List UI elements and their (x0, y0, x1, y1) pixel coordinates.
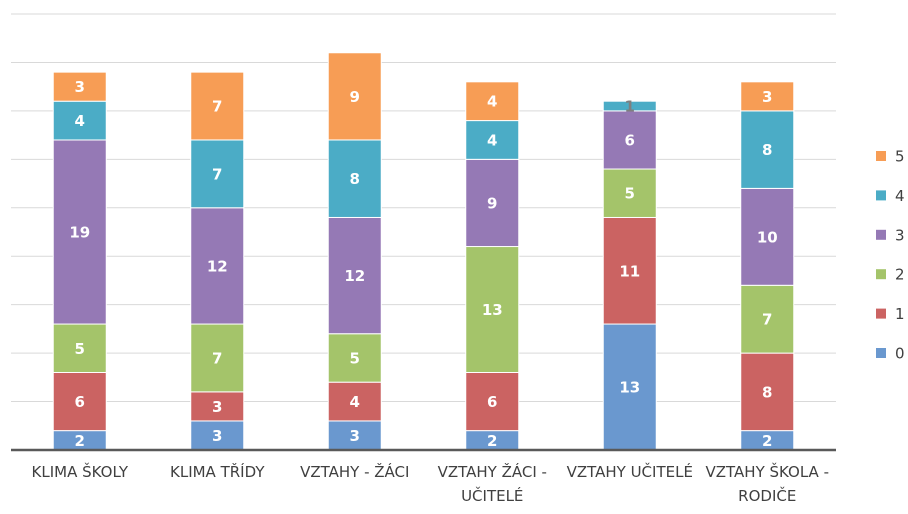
bar-segment (190, 391, 245, 422)
data-label: 9 (487, 194, 497, 212)
data-label: 7 (762, 311, 772, 329)
data-label: 3 (350, 427, 360, 445)
legend-swatch (876, 190, 886, 201)
legend-label: 1 (895, 305, 905, 323)
data-label: 3 (762, 88, 772, 106)
bar-segment (190, 139, 245, 209)
data-label: 3 (212, 427, 222, 445)
bar-segment (52, 371, 107, 432)
data-label: 2 (762, 432, 772, 450)
data-label: 7 (212, 165, 222, 183)
bar-segment (740, 284, 795, 354)
bar-segment (465, 81, 520, 122)
legend-swatch (876, 269, 886, 280)
data-label: 1 (625, 98, 635, 116)
data-label: 8 (762, 141, 772, 159)
bar-segment (327, 52, 382, 141)
bar-segment (190, 207, 245, 325)
legend-label: 3 (895, 226, 905, 244)
bar-segment (190, 323, 245, 393)
data-label: 12 (207, 257, 228, 275)
bar-segment (740, 81, 795, 112)
data-label: 6 (625, 131, 635, 149)
bar-segment (740, 187, 795, 286)
bar-segment (190, 71, 245, 141)
x-tick-label: KLIMA ŠKOLY (31, 463, 128, 481)
bar-segment (602, 100, 657, 112)
data-label: 10 (757, 228, 778, 246)
data-label: 13 (619, 379, 640, 397)
data-label: 6 (75, 393, 85, 411)
data-label: 2 (487, 432, 497, 450)
bar-segment (740, 110, 795, 189)
data-label: 8 (350, 170, 360, 188)
x-tick-label: VZTAHY ŽÁCI - UČITELÉ (437, 463, 547, 505)
x-tick-label: VZTAHY ŠKOLA - RODIČE (705, 463, 830, 505)
bar-segment (52, 71, 107, 102)
bar-segment (327, 381, 382, 422)
bar-segment (327, 139, 382, 218)
legend-swatch (876, 348, 886, 358)
data-label: 6 (487, 393, 497, 411)
legend-label: 4 (895, 187, 905, 205)
legend-label: 0 (895, 345, 905, 363)
legend-label: 5 (895, 148, 905, 166)
data-label: 8 (762, 383, 772, 401)
data-label: 11 (619, 262, 640, 280)
bar-segment (602, 168, 657, 218)
data-label: 12 (344, 267, 365, 285)
data-label: 5 (625, 185, 635, 203)
data-label: 4 (487, 131, 497, 149)
data-label: 19 (69, 224, 90, 242)
bar-segment (327, 333, 382, 383)
bar-segment (465, 158, 520, 248)
legend-swatch (876, 308, 886, 319)
data-label: 7 (212, 349, 222, 367)
data-label: 3 (75, 78, 85, 96)
bar-segment (465, 120, 520, 160)
data-label: 13 (482, 301, 503, 319)
bar-segment (602, 323, 657, 451)
data-label: 4 (487, 93, 497, 111)
data-label: 2 (75, 432, 85, 450)
bar-segment (602, 110, 657, 170)
data-label: 4 (75, 112, 85, 130)
bar-segment (52, 323, 107, 373)
x-tick-label: VZTAHY - ŽÁCI (300, 463, 410, 481)
data-label: 9 (350, 88, 360, 106)
data-label: 4 (350, 393, 360, 411)
bar-segment (465, 246, 520, 373)
bar-segment (52, 139, 107, 325)
bar-segment (327, 216, 382, 335)
bar-segment (740, 352, 795, 432)
legend-swatch (876, 229, 886, 240)
data-label: 5 (75, 340, 85, 358)
legend-swatch (876, 151, 886, 161)
data-label: 7 (212, 98, 222, 116)
data-label: 5 (350, 349, 360, 367)
legend-label: 2 (895, 266, 905, 284)
x-tick-label: VZTAHY UČITELÉ (566, 463, 693, 481)
data-label: 3 (212, 398, 222, 416)
x-tick-label: KLIMA TŘÍDY (170, 463, 265, 481)
bar-segment (52, 100, 107, 141)
